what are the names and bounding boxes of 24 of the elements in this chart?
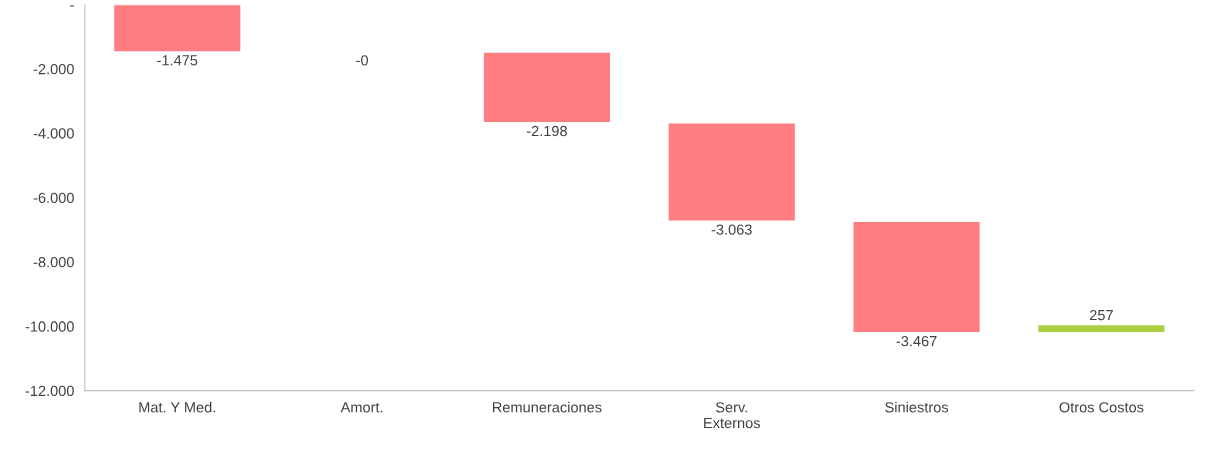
bar <box>667 121 797 222</box>
data-label: -2.198 <box>526 125 567 137</box>
x-tick-label: Remuneraciones <box>492 401 602 413</box>
y-tick-label: -6.000 <box>33 192 74 203</box>
data-label: 257 <box>1089 309 1113 321</box>
x-tick-label: Mat. Y Med. <box>139 401 215 413</box>
y-tick-label: -8.000 <box>33 257 74 268</box>
x-tick-label: Siniestros <box>885 401 949 413</box>
y-tick-label: -2.000 <box>33 63 74 75</box>
bar <box>852 220 982 334</box>
bar <box>112 4 242 53</box>
y-tick-label: -10.000 <box>25 321 74 332</box>
y-tick-label: -4.000 <box>33 128 74 139</box>
bar <box>1036 323 1166 334</box>
y-tick-label: -12.000 <box>25 385 74 397</box>
data-label: -3.063 <box>711 224 752 235</box>
bar <box>482 51 612 124</box>
data-label: -3.467 <box>896 335 937 347</box>
y-tick-label: - <box>70 5 74 7</box>
x-tick-label: Amort. <box>340 402 383 413</box>
data-label: -1.475 <box>157 55 198 66</box>
data-label: -0 <box>356 55 368 66</box>
x-tick-label: Serv. Externos <box>704 402 760 429</box>
x-tick-label: Otros Costos <box>1059 402 1144 413</box>
